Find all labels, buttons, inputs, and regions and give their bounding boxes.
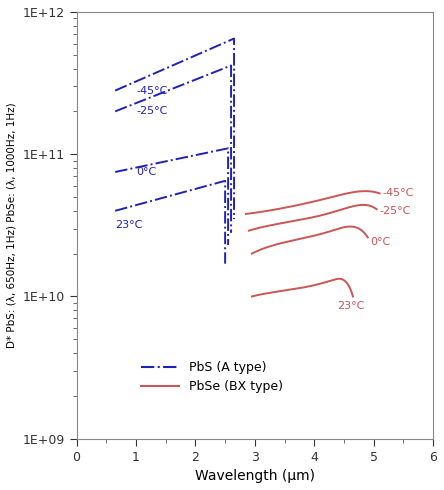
Text: 0°C: 0°C bbox=[136, 167, 156, 177]
Text: -45°C: -45°C bbox=[136, 86, 167, 96]
Text: 23°C: 23°C bbox=[115, 220, 143, 230]
Text: 23°C: 23°C bbox=[337, 301, 364, 312]
Text: -25°C: -25°C bbox=[136, 106, 167, 116]
Text: -25°C: -25°C bbox=[380, 206, 411, 216]
Text: -45°C: -45°C bbox=[383, 189, 414, 198]
X-axis label: Wavelength (μm): Wavelength (μm) bbox=[195, 469, 315, 483]
Legend: PbS (A type), PbSe (BX type): PbS (A type), PbSe (BX type) bbox=[136, 356, 288, 398]
Text: 0°C: 0°C bbox=[370, 237, 390, 247]
Y-axis label: D* PbS: (λ, 650Hz, 1Hz) PbSe: (λ, 1000Hz, 1Hz): D* PbS: (λ, 650Hz, 1Hz) PbSe: (λ, 1000Hz… bbox=[7, 102, 17, 348]
